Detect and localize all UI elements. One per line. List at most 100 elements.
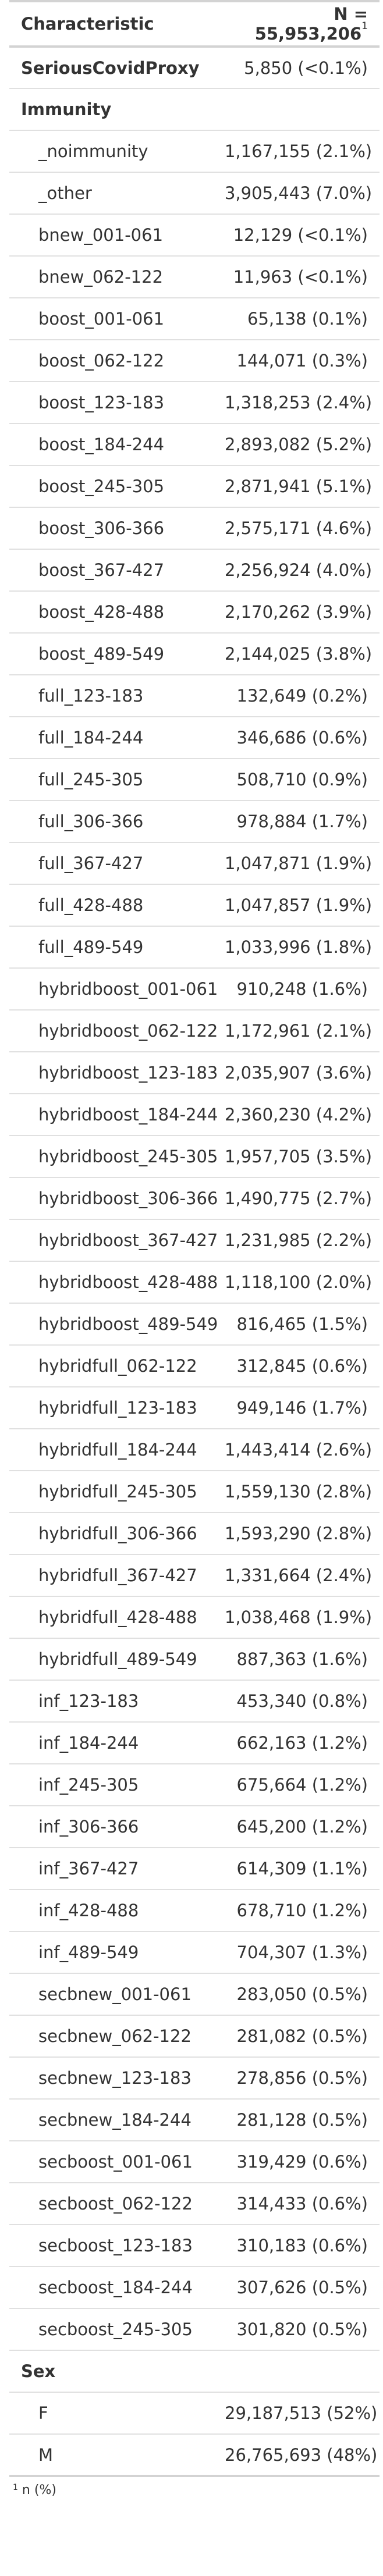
row-label: hybridfull_184-244 [9, 1429, 213, 1471]
row-label: bnew_062-122 [9, 256, 213, 298]
row-value: 816,465 (1.5%) [213, 1303, 380, 1346]
table-row: hybridfull_184-244 1,443,414 (2.6%) [9, 1429, 380, 1471]
table-row: full_306-366 978,884 (1.7%) [9, 800, 380, 843]
row-value: 12,129 (<0.1%) [213, 214, 380, 257]
row-value: 2,575,171 (4.6%) [213, 507, 380, 550]
table-row: hybridboost_062-122 1,172,961 (2.1%) [9, 1010, 380, 1052]
row-value: 1,167,155 (2.1%) [213, 130, 380, 173]
row-label: boost_123-183 [9, 382, 213, 424]
table-row: boost_367-427 2,256,924 (4.0%) [9, 549, 380, 592]
summary-table-container: Characteristic N = 55,953,2061 SeriousCo… [9, 0, 380, 2497]
table-row: bnew_001-061 12,129 (<0.1%) [9, 214, 380, 257]
row-label: _other [9, 172, 213, 215]
row-value: 949,146 (1.7%) [213, 1387, 380, 1429]
n-footnote-mark: 1 [361, 20, 368, 32]
row-label: hybridfull_245-305 [9, 1471, 213, 1513]
row-value: 2,035,907 (3.6%) [213, 1052, 380, 1094]
row-value: 704,307 (1.3%) [213, 1931, 380, 1974]
row-value: 312,845 (0.6%) [213, 1345, 380, 1387]
table-row: hybridfull_306-366 1,593,290 (2.8%) [9, 1513, 380, 1555]
table-row: boost_428-488 2,170,262 (3.9%) [9, 591, 380, 634]
row-value: 346,686 (0.6%) [213, 717, 380, 759]
row-label: boost_428-488 [9, 591, 213, 634]
row-value: 1,559,130 (2.8%) [213, 1471, 380, 1513]
row-value: 1,957,705 (3.5%) [213, 1136, 380, 1178]
row-value: 3,905,443 (7.0%) [213, 172, 380, 215]
table-row: hybridfull_062-122 312,845 (0.6%) [9, 1345, 380, 1387]
table-row: secbnew_123-183 278,856 (0.5%) [9, 2057, 380, 2100]
row-label: hybridboost_062-122 [9, 1010, 218, 1052]
row-value: 645,200 (1.2%) [213, 1806, 380, 1848]
row-value: 453,340 (0.8%) [213, 1680, 380, 1723]
row-label: full_367-427 [9, 842, 213, 885]
table-row: full_184-244 346,686 (0.6%) [9, 717, 380, 759]
row-label: boost_367-427 [9, 549, 213, 592]
table-row: inf_245-305 675,664 (1.2%) [9, 1764, 380, 1806]
row-value: 675,664 (1.2%) [213, 1764, 380, 1806]
row-value: 887,363 (1.6%) [213, 1638, 380, 1681]
row-value: 314,433 (0.6%) [213, 2183, 380, 2225]
row-value: 301,820 (0.5%) [213, 2308, 380, 2351]
table-footnote: 1 n (%) [9, 2477, 380, 2497]
row-label: boost_306-366 [9, 507, 213, 550]
table-row: boost_001-061 65,138 (0.1%) [9, 298, 380, 340]
n-total-header: N = 55,953,2061 [213, 0, 380, 48]
table-row: secbnew_001-061 283,050 (0.5%) [9, 1973, 380, 2016]
row-label: boost_489-549 [9, 633, 213, 675]
row-value: 26,765,693 (48%) [213, 2434, 380, 2477]
table-row: hybridfull_489-549 887,363 (1.6%) [9, 1638, 380, 1681]
group-label: SeriousCovidProxy [9, 47, 213, 89]
row-label: inf_245-305 [9, 1764, 213, 1806]
row-label: boost_001-061 [9, 298, 213, 340]
row-value: 2,360,230 (4.2%) [213, 1094, 380, 1136]
row-value: 1,231,985 (2.2%) [213, 1219, 380, 1262]
summary-table: Characteristic N = 55,953,2061 SeriousCo… [9, 0, 380, 2477]
row-value: 2,871,941 (5.1%) [213, 465, 380, 508]
table-row: boost_062-122 144,071 (0.3%) [9, 340, 380, 382]
table-row: bnew_062-122 11,963 (<0.1%) [9, 256, 380, 298]
table-row: inf_489-549 704,307 (1.3%) [9, 1931, 380, 1974]
row-value: 910,248 (1.6%) [213, 968, 380, 1011]
footnote-text: n (%) [22, 2483, 56, 2497]
row-label: full_123-183 [9, 675, 213, 717]
group-label: Immunity [9, 88, 213, 131]
row-label: inf_184-244 [9, 1722, 213, 1764]
row-label: inf_306-366 [9, 1806, 213, 1848]
footnote-mark: 1 [13, 2483, 18, 2492]
row-label: secboost_245-305 [9, 2308, 213, 2351]
row-value: 144,071 (0.3%) [213, 340, 380, 382]
row-value: 508,710 (0.9%) [213, 759, 380, 801]
row-value: 2,256,924 (4.0%) [213, 549, 380, 592]
table-row: full_428-488 1,047,857 (1.9%) [9, 884, 380, 927]
row-value: 1,490,775 (2.7%) [213, 1177, 380, 1220]
row-label: hybridboost_428-488 [9, 1261, 218, 1304]
row-label: secbnew_001-061 [9, 1973, 213, 2016]
table-row: hybridboost_184-244 2,360,230 (4.2%) [9, 1094, 380, 1136]
row-label: secbnew_184-244 [9, 2099, 213, 2141]
row-value [213, 88, 380, 131]
row-label: full_306-366 [9, 800, 213, 843]
row-value: 29,187,513 (52%) [213, 2392, 380, 2435]
row-value: 281,128 (0.5%) [213, 2099, 380, 2141]
table-row: hybridboost_306-366 1,490,775 (2.7%) [9, 1177, 380, 1220]
table-row: inf_367-427 614,309 (1.1%) [9, 1848, 380, 1890]
row-label: boost_062-122 [9, 340, 213, 382]
table-row: boost_123-183 1,318,253 (2.4%) [9, 382, 380, 424]
table-row: boost_306-366 2,575,171 (4.6%) [9, 507, 380, 550]
table-row: inf_123-183 453,340 (0.8%) [9, 1680, 380, 1723]
table-row: F 29,187,513 (52%) [9, 2392, 380, 2435]
row-label: M [9, 2434, 213, 2477]
row-label: secboost_062-122 [9, 2183, 213, 2225]
row-value: 1,318,253 (2.4%) [213, 382, 380, 424]
table-row: hybridboost_428-488 1,118,100 (2.0%) [9, 1261, 380, 1304]
table-row: hybridfull_367-427 1,331,664 (2.4%) [9, 1554, 380, 1597]
row-label: full_245-305 [9, 759, 213, 801]
row-value: 614,309 (1.1%) [213, 1848, 380, 1890]
group-label: Sex [9, 2350, 213, 2393]
table-row: hybridboost_489-549 816,465 (1.5%) [9, 1303, 380, 1346]
row-value: 1,172,961 (2.1%) [213, 1010, 380, 1052]
row-label: hybridfull_306-366 [9, 1513, 213, 1555]
table-row: secbnew_184-244 281,128 (0.5%) [9, 2099, 380, 2141]
table-row: hybridboost_367-427 1,231,985 (2.2%) [9, 1219, 380, 1262]
row-label: bnew_001-061 [9, 214, 213, 257]
